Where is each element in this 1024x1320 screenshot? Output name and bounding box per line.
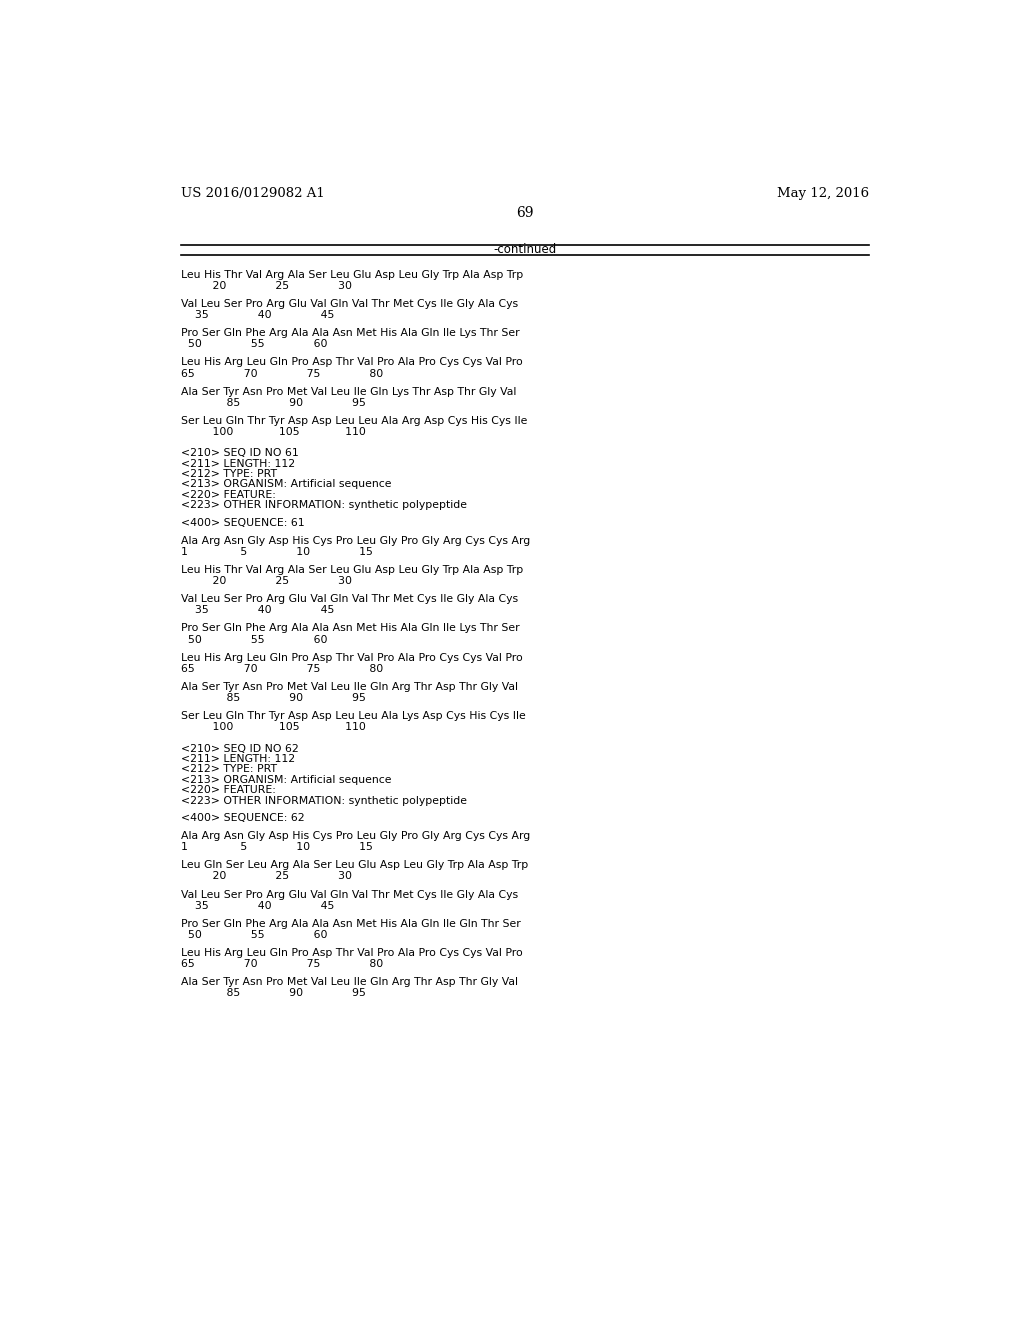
Text: 20              25              30: 20 25 30 [180, 871, 351, 882]
Text: Pro Ser Gln Phe Arg Ala Ala Asn Met His Ala Gln Ile Lys Thr Ser: Pro Ser Gln Phe Arg Ala Ala Asn Met His … [180, 329, 519, 338]
Text: Leu His Arg Leu Gln Pro Asp Thr Val Pro Ala Pro Cys Cys Val Pro: Leu His Arg Leu Gln Pro Asp Thr Val Pro … [180, 358, 522, 367]
Text: Ala Arg Asn Gly Asp His Cys Pro Leu Gly Pro Gly Arg Cys Cys Arg: Ala Arg Asn Gly Asp His Cys Pro Leu Gly … [180, 536, 530, 545]
Text: 65              70              75              80: 65 70 75 80 [180, 664, 383, 675]
Text: Ala Ser Tyr Asn Pro Met Val Leu Ile Gln Arg Thr Asp Thr Gly Val: Ala Ser Tyr Asn Pro Met Val Leu Ile Gln … [180, 977, 518, 987]
Text: Ala Arg Asn Gly Asp His Cys Pro Leu Gly Pro Gly Arg Cys Cys Arg: Ala Arg Asn Gly Asp His Cys Pro Leu Gly … [180, 832, 530, 841]
Text: <223> OTHER INFORMATION: synthetic polypeptide: <223> OTHER INFORMATION: synthetic polyp… [180, 796, 467, 805]
Text: 35              40              45: 35 40 45 [180, 606, 334, 615]
Text: <400> SEQUENCE: 61: <400> SEQUENCE: 61 [180, 517, 304, 528]
Text: Ser Leu Gln Thr Tyr Asp Asp Leu Leu Ala Arg Asp Cys His Cys Ile: Ser Leu Gln Thr Tyr Asp Asp Leu Leu Ala … [180, 416, 527, 426]
Text: US 2016/0129082 A1: US 2016/0129082 A1 [180, 187, 325, 199]
Text: <211> LENGTH: 112: <211> LENGTH: 112 [180, 459, 295, 469]
Text: <213> ORGANISM: Artificial sequence: <213> ORGANISM: Artificial sequence [180, 775, 391, 785]
Text: <220> FEATURE:: <220> FEATURE: [180, 490, 275, 500]
Text: Leu His Arg Leu Gln Pro Asp Thr Val Pro Ala Pro Cys Cys Val Pro: Leu His Arg Leu Gln Pro Asp Thr Val Pro … [180, 948, 522, 958]
Text: <212> TYPE: PRT: <212> TYPE: PRT [180, 469, 276, 479]
Text: 85              90              95: 85 90 95 [180, 397, 366, 408]
Text: Val Leu Ser Pro Arg Glu Val Gln Val Thr Met Cys Ile Gly Ala Cys: Val Leu Ser Pro Arg Glu Val Gln Val Thr … [180, 890, 518, 899]
Text: 20              25              30: 20 25 30 [180, 576, 351, 586]
Text: 65              70              75              80: 65 70 75 80 [180, 368, 383, 379]
Text: Val Leu Ser Pro Arg Glu Val Gln Val Thr Met Cys Ile Gly Ala Cys: Val Leu Ser Pro Arg Glu Val Gln Val Thr … [180, 594, 518, 605]
Text: <211> LENGTH: 112: <211> LENGTH: 112 [180, 754, 295, 764]
Text: Leu His Thr Val Arg Ala Ser Leu Glu Asp Leu Gly Trp Ala Asp Trp: Leu His Thr Val Arg Ala Ser Leu Glu Asp … [180, 565, 523, 576]
Text: 85              90              95: 85 90 95 [180, 693, 366, 704]
Text: Leu His Thr Val Arg Ala Ser Leu Glu Asp Leu Gly Trp Ala Asp Trp: Leu His Thr Val Arg Ala Ser Leu Glu Asp … [180, 269, 523, 280]
Text: <400> SEQUENCE: 62: <400> SEQUENCE: 62 [180, 813, 304, 822]
Text: 65              70              75              80: 65 70 75 80 [180, 960, 383, 969]
Text: 50              55              60: 50 55 60 [180, 635, 328, 644]
Text: -continued: -continued [494, 243, 556, 256]
Text: 1               5              10              15: 1 5 10 15 [180, 842, 373, 853]
Text: Ala Ser Tyr Asn Pro Met Val Leu Ile Gln Arg Thr Asp Thr Gly Val: Ala Ser Tyr Asn Pro Met Val Leu Ile Gln … [180, 682, 518, 692]
Text: Ser Leu Gln Thr Tyr Asp Asp Leu Leu Ala Lys Asp Cys His Cys Ile: Ser Leu Gln Thr Tyr Asp Asp Leu Leu Ala … [180, 711, 525, 721]
Text: <220> FEATURE:: <220> FEATURE: [180, 785, 275, 795]
Text: Leu Gln Ser Leu Arg Ala Ser Leu Glu Asp Leu Gly Trp Ala Asp Trp: Leu Gln Ser Leu Arg Ala Ser Leu Glu Asp … [180, 861, 528, 870]
Text: <212> TYPE: PRT: <212> TYPE: PRT [180, 764, 276, 775]
Text: <210> SEQ ID NO 62: <210> SEQ ID NO 62 [180, 743, 298, 754]
Text: 100             105             110: 100 105 110 [180, 428, 366, 437]
Text: 50              55              60: 50 55 60 [180, 339, 328, 350]
Text: 69: 69 [516, 206, 534, 220]
Text: 1               5              10              15: 1 5 10 15 [180, 546, 373, 557]
Text: 50              55              60: 50 55 60 [180, 929, 328, 940]
Text: <223> OTHER INFORMATION: synthetic polypeptide: <223> OTHER INFORMATION: synthetic polyp… [180, 500, 467, 511]
Text: 100             105             110: 100 105 110 [180, 722, 366, 733]
Text: 20              25              30: 20 25 30 [180, 281, 351, 290]
Text: Val Leu Ser Pro Arg Glu Val Gln Val Thr Met Cys Ile Gly Ala Cys: Val Leu Ser Pro Arg Glu Val Gln Val Thr … [180, 298, 518, 309]
Text: Pro Ser Gln Phe Arg Ala Ala Asn Met His Ala Gln Ile Lys Thr Ser: Pro Ser Gln Phe Arg Ala Ala Asn Met His … [180, 623, 519, 634]
Text: Leu His Arg Leu Gln Pro Asp Thr Val Pro Ala Pro Cys Cys Val Pro: Leu His Arg Leu Gln Pro Asp Thr Val Pro … [180, 653, 522, 663]
Text: 35              40              45: 35 40 45 [180, 900, 334, 911]
Text: Ala Ser Tyr Asn Pro Met Val Leu Ile Gln Lys Thr Asp Thr Gly Val: Ala Ser Tyr Asn Pro Met Val Leu Ile Gln … [180, 387, 516, 397]
Text: Pro Ser Gln Phe Arg Ala Ala Asn Met His Ala Gln Ile Gln Thr Ser: Pro Ser Gln Phe Arg Ala Ala Asn Met His … [180, 919, 520, 929]
Text: <213> ORGANISM: Artificial sequence: <213> ORGANISM: Artificial sequence [180, 479, 391, 490]
Text: <210> SEQ ID NO 61: <210> SEQ ID NO 61 [180, 449, 298, 458]
Text: 35              40              45: 35 40 45 [180, 310, 334, 319]
Text: May 12, 2016: May 12, 2016 [777, 187, 869, 199]
Text: 85              90              95: 85 90 95 [180, 989, 366, 998]
